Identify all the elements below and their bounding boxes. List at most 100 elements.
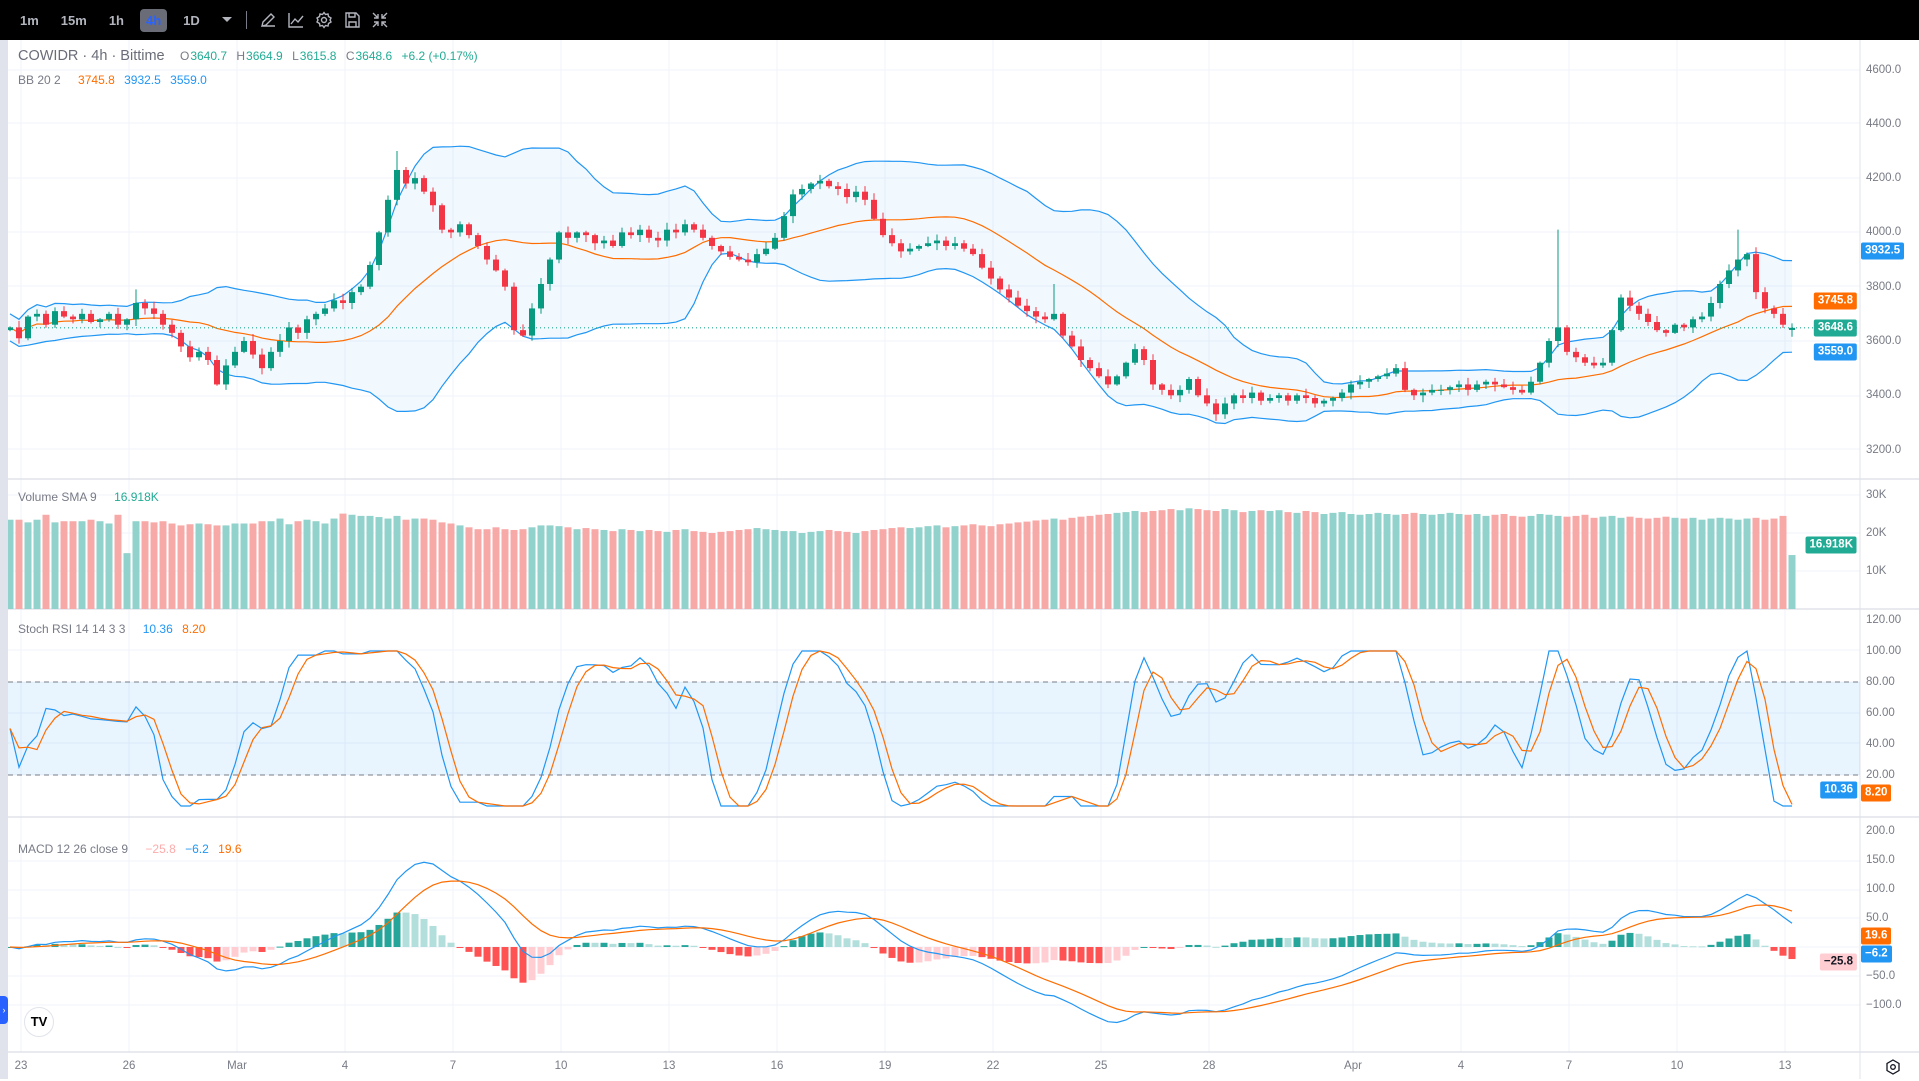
volume-bar [249, 523, 257, 609]
stoch-axis-label: 60.00 [1866, 707, 1895, 719]
candle-body [1276, 395, 1282, 399]
volume-bar [807, 531, 815, 609]
interval-1h[interactable]: 1h [108, 12, 124, 28]
candle-body [376, 232, 382, 265]
macd-histogram-bar [96, 945, 104, 947]
volume-bar [888, 528, 896, 609]
macd-histogram-bar [1734, 935, 1742, 947]
interval-4h[interactable]: 4h [140, 8, 168, 32]
volume-bar [1518, 516, 1526, 609]
candle-body [727, 251, 733, 257]
macd-histogram-bar [69, 944, 77, 947]
volume-bar [1410, 512, 1418, 609]
candle-body [457, 224, 463, 233]
macd-histogram-bar [663, 945, 671, 947]
volume-bar [1374, 512, 1382, 609]
interval-1m[interactable]: 1m [20, 12, 39, 28]
stoch-d-line [9, 650, 1793, 807]
candle-body [349, 292, 355, 303]
save-icon[interactable] [341, 9, 363, 31]
macd-histogram-bar [1653, 939, 1661, 947]
volume-bar [105, 523, 113, 609]
candle-body [277, 341, 283, 352]
volume-name[interactable]: Volume SMA 9 [18, 490, 97, 504]
chevron-down-icon[interactable] [216, 9, 238, 31]
volume-bar [1050, 518, 1058, 609]
time-axis-label: 22 [986, 1060, 1000, 1072]
volume-bar [600, 529, 608, 609]
volume-bar [627, 529, 635, 609]
interval-1d[interactable]: 1D [183, 12, 200, 28]
macd-histogram-bar [1104, 947, 1112, 964]
macd-histogram-bar [1500, 944, 1508, 947]
price-axis-label: 3400.0 [1866, 389, 1902, 402]
macd-histogram-bar [537, 947, 545, 974]
indicators-chart-icon[interactable] [285, 9, 307, 31]
time-axis-label: 4 [341, 1060, 349, 1072]
time-axis-label: 19 [878, 1060, 892, 1072]
candle-body [1681, 324, 1687, 328]
volume-bar [645, 529, 653, 609]
candle-body [205, 351, 211, 361]
volume-bar [132, 521, 140, 609]
candle-body [997, 278, 1003, 290]
stoch-name[interactable]: Stoch RSI 14 14 3 3 [18, 622, 126, 636]
macd-name[interactable]: MACD 12 26 close 9 [18, 842, 129, 856]
candle-body [1186, 379, 1192, 390]
collapse-icon[interactable] [369, 9, 391, 31]
candle-body [817, 180, 823, 184]
bb-name[interactable]: BB 20 2 [18, 73, 61, 87]
volume-bar [1176, 510, 1184, 609]
volume-bar [1455, 514, 1463, 609]
macd-histogram-bar [780, 946, 788, 948]
candle-body [1519, 389, 1525, 393]
volume-bar [429, 519, 437, 609]
macd-histogram-bar [1626, 932, 1634, 947]
candle-body [619, 232, 625, 246]
volume-bar [150, 522, 158, 609]
macd-histogram-bar [852, 940, 860, 947]
tradingview-logo[interactable]: TV [24, 1007, 54, 1037]
macd-histogram-bar [204, 947, 212, 959]
volume-bar [798, 533, 806, 609]
macd-histogram-bar [1680, 946, 1688, 948]
macd-histogram-bar [258, 947, 266, 952]
stoch-axis-label: 40.00 [1866, 738, 1895, 750]
volume-bar [762, 529, 770, 609]
settings-icon[interactable] [1884, 1058, 1902, 1076]
volume-bar [753, 528, 761, 609]
candle-body [1582, 357, 1588, 363]
symbol-title[interactable]: COWIDR · 4h · Bittime [18, 48, 165, 64]
volume-bar [690, 531, 698, 609]
draw-pencil-icon[interactable] [257, 9, 279, 31]
volume-bar [1725, 518, 1733, 609]
candle-body [574, 232, 580, 238]
sidebar-expand-tab[interactable]: › [0, 996, 8, 1024]
macd-histogram-bar [1356, 935, 1364, 947]
candle-body [151, 308, 157, 314]
macd-histogram-bar [483, 947, 491, 962]
candle-body [556, 232, 562, 260]
volume-bar [537, 525, 545, 609]
macd-histogram-bar [1257, 939, 1265, 947]
candle-body [862, 191, 868, 200]
macd-histogram-bar [1635, 933, 1643, 947]
candle-body [1708, 302, 1714, 317]
volume-bar [1257, 510, 1265, 609]
candle-body [34, 313, 40, 317]
price-badge: 3745.8 [1813, 292, 1857, 310]
volume-bar [1275, 510, 1283, 609]
volume-bar [1320, 514, 1328, 609]
gear-icon[interactable] [313, 9, 335, 31]
candle-body [331, 300, 337, 309]
candle-body [358, 286, 364, 293]
candle-body [169, 324, 175, 333]
macd-signal-line [9, 880, 1793, 1014]
interval-15m[interactable]: 15m [60, 12, 87, 28]
stoch-band-fill [8, 682, 1860, 775]
candle-body [736, 256, 742, 260]
macd-histogram-bar [474, 947, 482, 957]
volume-bar [474, 529, 482, 609]
candle-body [133, 302, 139, 320]
